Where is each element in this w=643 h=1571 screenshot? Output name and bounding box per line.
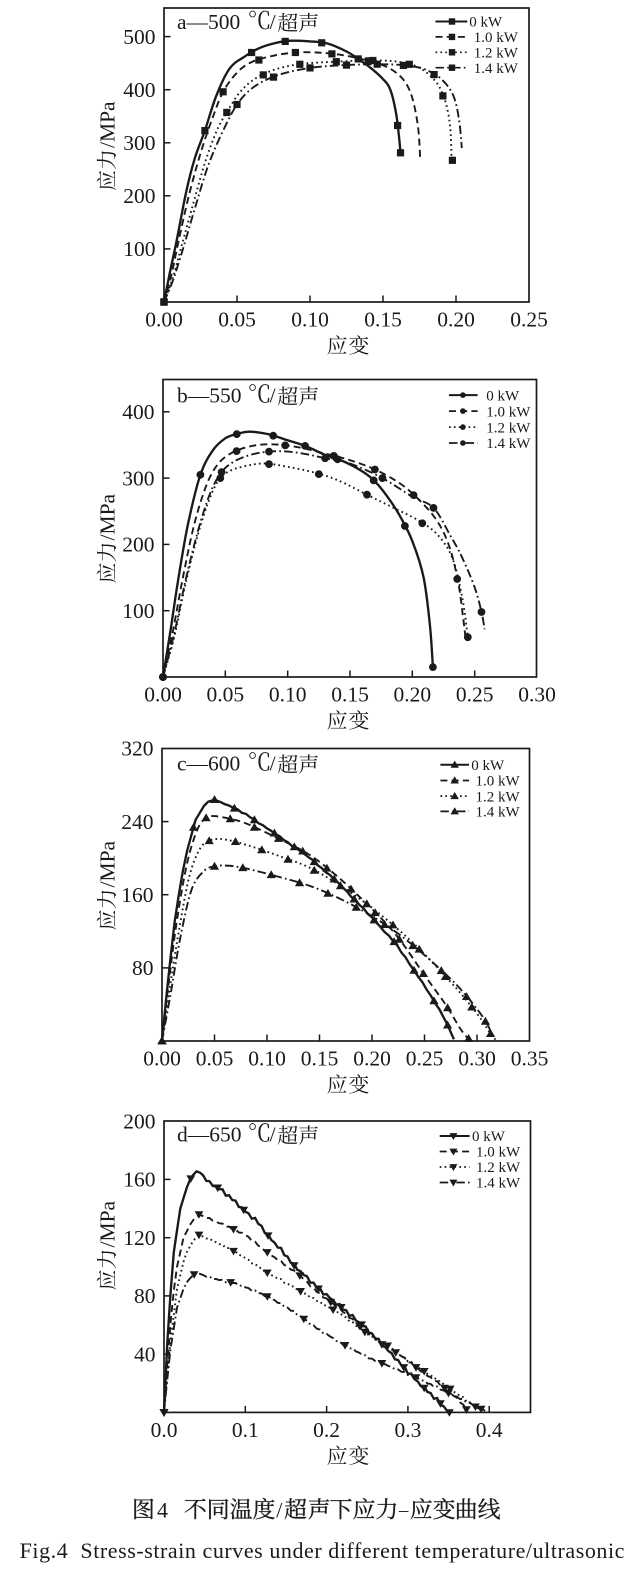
svg-text:0.25: 0.25 [510,308,548,332]
svg-text:b—550: b—550 [177,384,242,408]
svg-text:400: 400 [122,400,154,424]
svg-text:0.1: 0.1 [232,1418,259,1442]
svg-text:400: 400 [123,78,155,102]
svg-text:/MPa: /MPa [96,493,120,540]
svg-text:0.25: 0.25 [406,1047,444,1071]
svg-text:0.25: 0.25 [456,683,494,707]
svg-text:1.0 kW: 1.0 kW [486,404,531,420]
svg-text:0.20: 0.20 [353,1047,391,1071]
svg-text:100: 100 [123,237,155,261]
svg-text:0 kW: 0 kW [471,758,505,774]
svg-text:/: / [270,10,276,34]
svg-text:/MPa: /MPa [96,101,120,148]
svg-text:200: 200 [122,533,154,557]
svg-text:0.20: 0.20 [393,683,431,707]
svg-text:1.0 kW: 1.0 kW [474,30,519,46]
svg-text:80: 80 [134,1284,156,1308]
svg-text:/: / [270,384,276,408]
svg-text:0.15: 0.15 [331,683,369,707]
svg-text:320: 320 [121,737,153,761]
svg-text:120: 120 [123,1226,155,1250]
svg-text:0.3: 0.3 [394,1418,421,1442]
svg-text:0.15: 0.15 [364,308,402,332]
svg-text:0.00: 0.00 [145,308,183,332]
svg-text:0.00: 0.00 [144,683,182,707]
svg-text:0.2: 0.2 [313,1418,340,1442]
svg-text:/MPa: /MPa [96,1200,120,1247]
svg-text:0.15: 0.15 [301,1047,339,1071]
svg-text:300: 300 [123,131,155,155]
svg-text:0.35: 0.35 [511,1047,549,1071]
svg-text:c—600: c—600 [177,752,240,776]
svg-text:40: 40 [134,1342,156,1366]
svg-text:a—500: a—500 [177,10,240,34]
svg-text:80: 80 [132,956,154,980]
svg-text:0 kW: 0 kW [486,388,520,404]
svg-text:1.0 kW: 1.0 kW [476,1145,521,1161]
svg-text:–: – [398,1500,409,1521]
svg-text:200: 200 [123,184,155,208]
svg-text:0.05: 0.05 [196,1047,234,1071]
svg-text:0.10: 0.10 [269,683,307,707]
svg-text:0.0: 0.0 [151,1418,178,1442]
svg-text:d—650: d—650 [177,1123,242,1147]
svg-text:1.2 kW: 1.2 kW [474,46,519,62]
svg-text:300: 300 [122,466,154,490]
svg-text:0 kW: 0 kW [469,15,503,31]
svg-text:0.00: 0.00 [143,1047,181,1071]
svg-text:1.4 kW: 1.4 kW [486,436,531,452]
svg-text:1.4 kW: 1.4 kW [476,1176,521,1192]
svg-text:0.30: 0.30 [458,1047,496,1071]
svg-text:0.30: 0.30 [518,683,556,707]
svg-text:0.20: 0.20 [437,308,475,332]
svg-text:1.0 kW: 1.0 kW [476,774,521,790]
svg-text:/: / [270,752,276,776]
svg-text:160: 160 [121,883,153,907]
svg-text:500: 500 [123,25,155,49]
svg-text:/: / [276,1498,283,1523]
svg-text:0.05: 0.05 [218,308,256,332]
svg-text:240: 240 [121,810,153,834]
svg-text:/: / [270,1123,276,1147]
svg-text:200: 200 [123,1109,155,1133]
svg-text:160: 160 [123,1168,155,1192]
svg-text:0.4: 0.4 [476,1418,503,1442]
svg-text:1.4 kW: 1.4 kW [474,61,519,77]
svg-text:4: 4 [157,1498,168,1523]
svg-text:0.10: 0.10 [248,1047,286,1071]
svg-text:0.10: 0.10 [291,308,329,332]
svg-text:1.2 kW: 1.2 kW [486,420,531,436]
svg-text:0.05: 0.05 [206,683,244,707]
svg-text:1.2 kW: 1.2 kW [476,1160,521,1176]
svg-text:Fig.4 Stress-strain curves un: Fig.4 Stress-strain curves under differe… [20,1538,625,1563]
svg-text:100: 100 [122,599,154,623]
svg-text:1.4 kW: 1.4 kW [476,805,521,821]
svg-text:1.2 kW: 1.2 kW [476,789,521,805]
svg-text:/MPa: /MPa [96,840,120,887]
svg-text:0 kW: 0 kW [472,1129,506,1145]
